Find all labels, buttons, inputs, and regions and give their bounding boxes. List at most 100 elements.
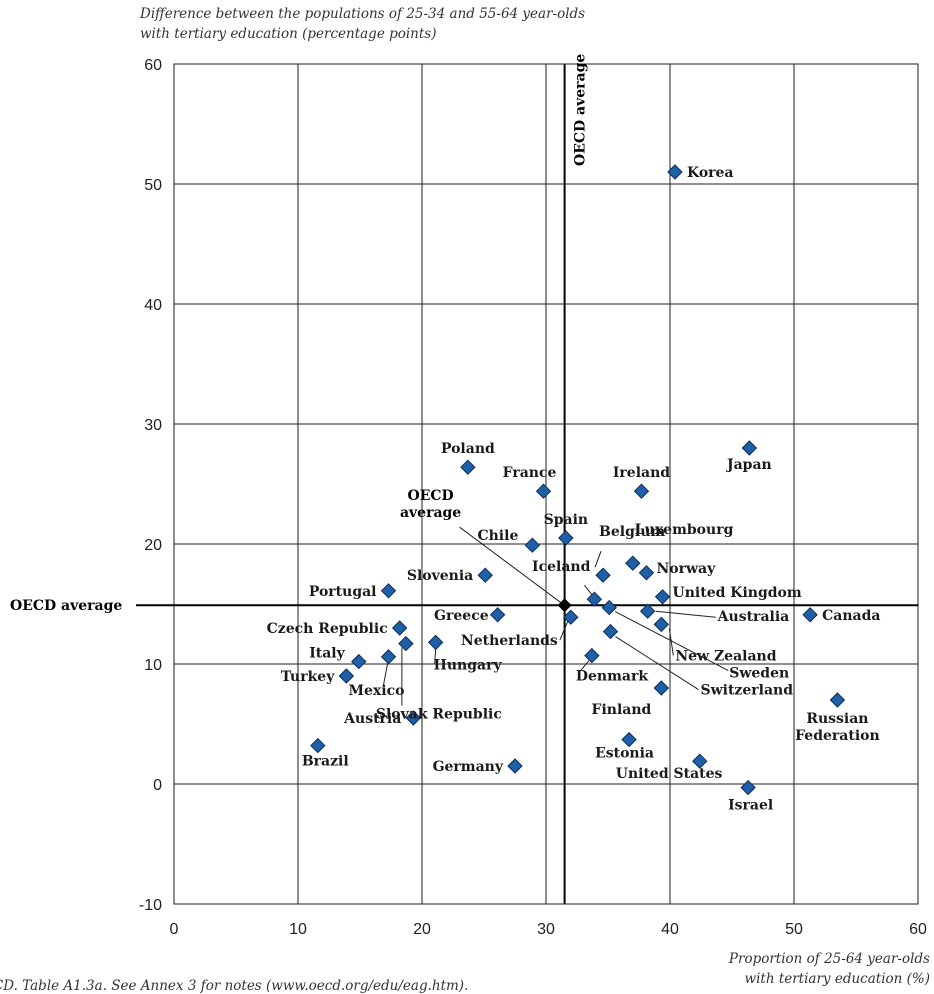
point-netherlands — [563, 609, 579, 625]
grid-lines — [173, 63, 919, 905]
point-austria — [405, 710, 422, 726]
point-spain — [558, 530, 574, 546]
point-label: Estonia — [595, 746, 654, 762]
y-axis-title: Difference between the populations of 25… — [140, 6, 586, 42]
point-label: United Kingdom — [673, 585, 802, 601]
point-poland — [460, 459, 476, 475]
point-label: Turkey — [281, 669, 335, 685]
point-label: Russian Federation — [795, 711, 880, 744]
point-czech-republic — [391, 620, 408, 636]
point-label: Chile — [477, 528, 518, 544]
point-italy — [351, 653, 367, 670]
point-label: Ireland — [613, 465, 670, 481]
point-estonia — [621, 731, 637, 748]
y-tick-label: 0 — [153, 777, 162, 794]
point-canada — [802, 607, 818, 623]
point-label: Sweden — [729, 666, 789, 682]
leader-line — [579, 660, 590, 672]
point-france — [535, 483, 552, 499]
point-label: Spain — [544, 512, 588, 528]
point-korea — [667, 164, 683, 180]
point-label: Netherlands — [461, 633, 558, 649]
point-label: Slovenia — [407, 568, 473, 584]
y-tick-label: 60 — [144, 57, 162, 74]
leader-line — [434, 649, 437, 665]
x-axis-title: Proportion of 25-64 year-olds with terti… — [728, 951, 930, 987]
point-label: Slovak Republic — [376, 707, 502, 723]
point-label: Poland — [441, 441, 495, 457]
y-tick-label: 10 — [144, 657, 162, 674]
point-greece — [489, 607, 506, 623]
leader-line — [383, 663, 389, 685]
point-switzerland — [602, 623, 619, 640]
point-slovak-republic — [398, 635, 414, 652]
oecd-average-horizontal-label: OECD average — [10, 598, 122, 614]
point-russian-federation — [829, 692, 846, 708]
point-new-zealand — [653, 616, 670, 633]
point-label: Luxembourg — [635, 522, 734, 538]
point-brazil — [310, 737, 326, 754]
point-ireland — [633, 483, 650, 499]
point-label: Hungary — [434, 657, 503, 673]
leader-line — [668, 628, 674, 656]
point-labels: OECD average OECD average Korea Japan Poland… — [10, 54, 880, 814]
point-label: Mexico — [349, 683, 405, 699]
oecd-average-vertical-label: OECD average — [573, 54, 589, 166]
oecd-average-point-label: average — [400, 505, 461, 521]
point-iceland — [586, 591, 603, 607]
y-tick-label: 20 — [144, 537, 162, 554]
leader-line — [615, 611, 729, 672]
point-belgium — [595, 567, 611, 583]
point-united-kingdom — [654, 589, 671, 605]
leader-lines — [383, 526, 729, 706]
point-label: Germany — [433, 759, 504, 775]
x-tick-label: 20 — [413, 921, 431, 938]
point-slovenia — [477, 567, 493, 583]
point-israel — [740, 779, 756, 796]
x-tick-label: 0 — [170, 921, 179, 938]
point-label: Belgium — [599, 524, 665, 540]
point-label: Iceland — [532, 559, 591, 575]
point-label: Italy — [309, 646, 345, 662]
x-tick-label: 40 — [661, 921, 679, 938]
leader-line — [615, 636, 699, 691]
source-note: OECD. Table A1.3a. See Annex 3 for notes… — [0, 978, 469, 994]
leader-line — [594, 551, 602, 568]
leader-line — [583, 584, 593, 596]
point-label: United States — [616, 766, 723, 782]
leader-line — [559, 621, 569, 641]
point-label: New Zealand — [675, 648, 776, 664]
point-label: Austria — [343, 711, 401, 727]
point-australia — [639, 603, 656, 619]
point-chile — [524, 537, 541, 553]
axes: -10 0 10 20 30 40 50 60 0 10 20 30 40 50 60 — [139, 57, 927, 938]
point-label: Czech Republic — [267, 621, 388, 637]
point-label: Finland — [592, 702, 652, 718]
y-tick-label: 30 — [144, 417, 162, 434]
x-tick-label: 50 — [785, 921, 803, 938]
point-label: Brazil — [302, 754, 349, 770]
point-oecd-average — [557, 598, 572, 613]
point-label: Australia — [717, 609, 790, 625]
y-tick-label: 40 — [144, 297, 162, 314]
leader-line — [655, 610, 716, 618]
point-portugal — [380, 583, 397, 599]
point-sweden — [601, 599, 617, 616]
point-label: Korea — [687, 165, 734, 181]
point-finland — [653, 680, 670, 696]
point-united-states — [692, 753, 708, 769]
point-label: Israel — [728, 798, 773, 814]
point-norway — [638, 565, 655, 581]
point-label: Canada — [822, 608, 880, 624]
point-hungary — [427, 634, 444, 651]
point-germany — [507, 758, 523, 774]
oecd-average-lines — [136, 64, 918, 904]
x-tick-label: 30 — [537, 921, 555, 938]
point-label: Japan — [725, 457, 772, 473]
oecd-average-point-label: OECD — [408, 488, 454, 504]
point-label: France — [503, 465, 557, 481]
point-turkey — [338, 668, 355, 684]
y-tick-label: -10 — [139, 897, 162, 914]
point-denmark — [584, 647, 600, 664]
